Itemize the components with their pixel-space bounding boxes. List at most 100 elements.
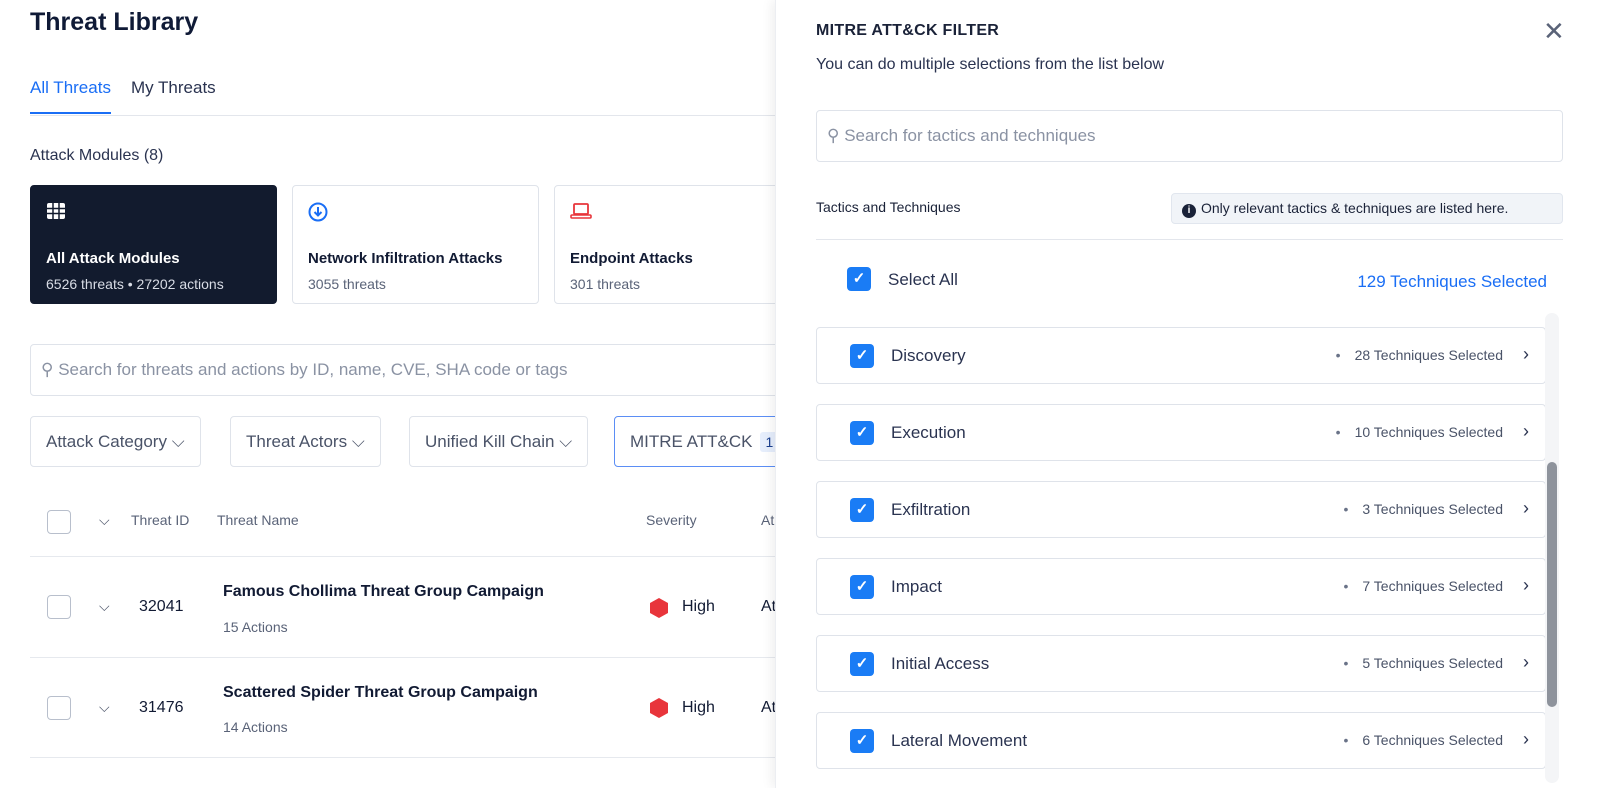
module-name: Endpoint Attacks bbox=[570, 250, 693, 267]
chevron-down-icon[interactable]: ⌵ bbox=[99, 598, 110, 614]
threat-name[interactable]: Scattered Spider Threat Group Campaign bbox=[223, 684, 538, 701]
tactic-name: Execution bbox=[891, 423, 966, 442]
chevron-right-icon[interactable]: › bbox=[1523, 344, 1529, 364]
info-icon: i bbox=[1182, 204, 1196, 218]
filter-label: Threat Actors bbox=[246, 432, 348, 451]
severity-label: High bbox=[682, 598, 715, 615]
mitre-filter-panel: MITRE ATT&CK FILTER You can do multiple … bbox=[775, 0, 1600, 788]
search-placeholder: Search for tactics and techniques bbox=[844, 126, 1096, 145]
row-checkbox[interactable] bbox=[47, 595, 71, 619]
module-threat-count: 6526 threats bbox=[46, 276, 124, 292]
search-icon: ⚲ bbox=[41, 360, 54, 379]
tactic-item[interactable]: ✓ Exfiltration 3 Techniques Selected › bbox=[816, 481, 1546, 538]
expand-all-chevron-icon[interactable]: ⌵ bbox=[99, 512, 110, 528]
tactic-checkbox[interactable]: ✓ bbox=[850, 729, 874, 753]
tactics-search-input[interactable]: ⚲ Search for tactics and techniques bbox=[816, 110, 1563, 162]
module-card-endpoint[interactable]: Endpoint Attacks 301 threats bbox=[554, 185, 775, 304]
tactic-name: Discovery bbox=[891, 346, 966, 365]
tactic-selected-count: 28 Techniques Selected bbox=[1336, 347, 1503, 363]
tactic-name: Lateral Movement bbox=[891, 731, 1028, 750]
severity-high-icon bbox=[650, 598, 668, 618]
search-placeholder: Search for threats and actions by ID, na… bbox=[58, 360, 568, 379]
chevron-down-icon[interactable]: ⌵ bbox=[99, 699, 110, 715]
filter-label: MITRE ATT&CK bbox=[630, 432, 753, 451]
chevron-right-icon[interactable]: › bbox=[1523, 421, 1529, 441]
threat-actions: 15 Actions bbox=[223, 619, 288, 635]
total-selected-count: 129 Techniques Selected bbox=[1357, 272, 1547, 291]
divider bbox=[30, 657, 775, 658]
tactic-name: Initial Access bbox=[891, 654, 990, 673]
info-text: Only relevant tactics & techniques are l… bbox=[1201, 200, 1509, 216]
tab-all-threats[interactable]: All Threats bbox=[30, 78, 111, 114]
module-card-network[interactable]: Network Infiltration Attacks 3055 threat… bbox=[292, 185, 539, 304]
chevron-right-icon[interactable]: › bbox=[1523, 575, 1529, 595]
threat-search-input[interactable]: ⚲ Search for threats and actions by ID, … bbox=[30, 344, 775, 396]
divider bbox=[30, 757, 775, 758]
tactic-item[interactable]: ✓ Execution 10 Techniques Selected › bbox=[816, 404, 1546, 461]
tactic-checkbox[interactable]: ✓ bbox=[850, 575, 874, 599]
select-all-checkbox[interactable]: ✓ bbox=[847, 267, 871, 291]
tactic-item[interactable]: ✓ Discovery 28 Techniques Selected › bbox=[816, 327, 1546, 384]
threat-id: 32041 bbox=[139, 598, 184, 615]
severity-high-icon bbox=[650, 698, 668, 718]
chevron-right-icon[interactable]: › bbox=[1523, 498, 1529, 518]
column-threat-name[interactable]: Threat Name bbox=[217, 512, 299, 528]
filter-mitre-attack[interactable]: MITRE ATT&CK 1 bbox=[614, 416, 775, 467]
divider bbox=[30, 556, 775, 557]
tactic-selected-count: 3 Techniques Selected bbox=[1343, 501, 1503, 517]
chevron-down-icon: ⌵ bbox=[171, 432, 185, 451]
tactic-selected-count: 5 Techniques Selected bbox=[1343, 655, 1503, 671]
tactic-checkbox[interactable]: ✓ bbox=[850, 652, 874, 676]
divider bbox=[30, 115, 775, 116]
tactic-selected-count: 10 Techniques Selected bbox=[1336, 424, 1503, 440]
close-icon[interactable]: ✕ bbox=[1543, 16, 1565, 46]
select-all-label[interactable]: Select All bbox=[888, 270, 958, 289]
filter-count-badge: 1 bbox=[760, 432, 775, 452]
panel-subtitle: You can do multiple selections from the … bbox=[816, 56, 1165, 73]
tactic-checkbox[interactable]: ✓ bbox=[850, 344, 874, 368]
threat-name[interactable]: Famous Chollima Threat Group Campaign bbox=[223, 583, 544, 600]
tactic-item[interactable]: ✓ Impact 7 Techniques Selected › bbox=[816, 558, 1546, 615]
page-title: Threat Library bbox=[30, 8, 199, 36]
tactic-checkbox[interactable]: ✓ bbox=[850, 421, 874, 445]
tactic-checkbox[interactable]: ✓ bbox=[850, 498, 874, 522]
search-icon: ⚲ bbox=[827, 126, 840, 145]
module-name: Network Infiltration Attacks bbox=[308, 250, 503, 267]
laptop-icon bbox=[570, 202, 775, 224]
filter-label: Unified Kill Chain bbox=[425, 432, 555, 451]
tactic-selected-count: 6 Techniques Selected bbox=[1343, 732, 1503, 748]
severity-label: High bbox=[682, 699, 715, 716]
attack-cell: At bbox=[761, 598, 775, 615]
column-attack[interactable]: At bbox=[761, 512, 775, 528]
threat-id: 31476 bbox=[139, 699, 184, 716]
filter-unified-kill-chain[interactable]: Unified Kill Chain ⌵ bbox=[409, 416, 589, 467]
chevron-down-icon: ⌵ bbox=[559, 432, 573, 451]
tab-my-threats[interactable]: My Threats bbox=[130, 78, 216, 97]
module-card-all[interactable]: All Attack Modules 6526 threats • 27202 … bbox=[30, 185, 277, 304]
column-severity[interactable]: Severity bbox=[646, 512, 697, 528]
filter-threat-actors[interactable]: Threat Actors ⌵ bbox=[230, 416, 381, 467]
divider bbox=[816, 239, 1563, 240]
tactic-item[interactable]: ✓ Lateral Movement 6 Techniques Selected… bbox=[816, 712, 1546, 769]
filter-attack-category[interactable]: Attack Category ⌵ bbox=[30, 416, 201, 467]
tactic-name: Impact bbox=[891, 577, 943, 596]
row-checkbox[interactable] bbox=[47, 696, 71, 720]
chevron-right-icon[interactable]: › bbox=[1523, 729, 1529, 749]
attack-cell: At bbox=[761, 699, 775, 716]
chevron-right-icon[interactable]: › bbox=[1523, 652, 1529, 672]
tactic-name: Exfiltration bbox=[891, 500, 971, 519]
filter-label: Attack Category bbox=[46, 432, 167, 451]
module-threat-count: 3055 threats bbox=[308, 276, 386, 292]
panel-title: MITRE ATT&CK FILTER bbox=[816, 22, 1000, 39]
column-threat-id[interactable]: Threat ID bbox=[131, 512, 190, 528]
grid-icon bbox=[46, 202, 261, 224]
scrollbar-thumb[interactable] bbox=[1547, 462, 1557, 707]
tactic-selected-count: 7 Techniques Selected bbox=[1343, 578, 1503, 594]
tabs: All Threats My Threats bbox=[30, 78, 216, 114]
module-action-count: 27202 actions bbox=[136, 276, 224, 292]
select-all-rows-checkbox[interactable] bbox=[47, 510, 71, 534]
tactic-item[interactable]: ✓ Initial Access 5 Techniques Selected › bbox=[816, 635, 1546, 692]
threat-library-page: Threat Library All Threats My Threats At… bbox=[0, 0, 775, 788]
info-note: i Only relevant tactics & techniques are … bbox=[1171, 193, 1563, 224]
module-threat-count: 301 threats bbox=[570, 276, 641, 292]
